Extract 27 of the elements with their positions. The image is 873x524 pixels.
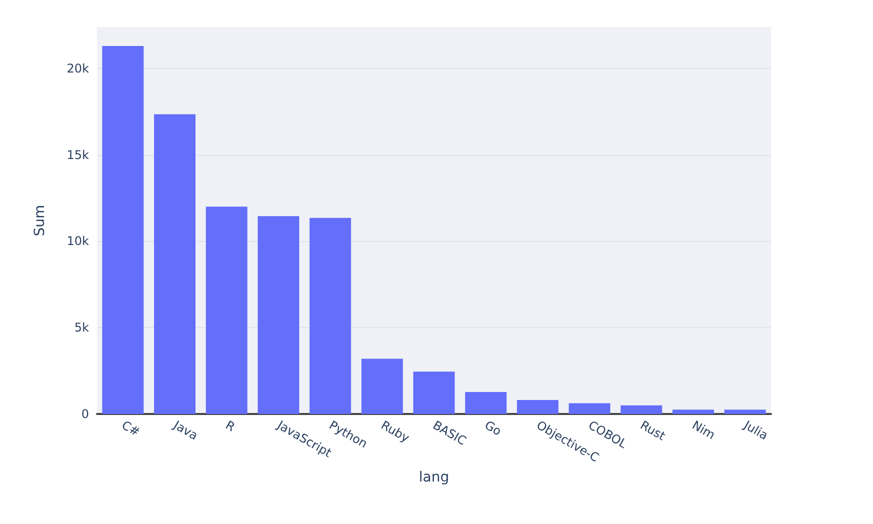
bar [206,206,248,414]
y-axis-title: Sum [32,204,48,236]
y-tick-label: 15k [66,148,90,162]
bar [568,403,610,414]
x-tick-label: Go [482,418,504,438]
bar [465,392,507,414]
x-tick-label: Julia [740,417,770,443]
bar [413,372,455,414]
y-tick-label: 5k [74,320,90,335]
bar [310,218,352,414]
bar [361,358,403,414]
bar [154,114,196,414]
y-tick-label: 20k [66,61,90,76]
y-tick-label: 10k [66,234,90,248]
bar [724,410,766,414]
x-tick-label: C# [119,418,142,440]
bar [102,46,144,414]
x-axis-title: lang [418,469,450,486]
bar [258,216,300,414]
x-tick-label: Nim [690,418,718,442]
x-tick-label: R [223,418,238,434]
bar [672,410,714,414]
x-tick-label: Rust [638,418,668,444]
y-tick-label: 0 [81,407,89,421]
x-tick-label: Java [170,417,200,443]
bar [516,400,558,414]
bar [620,405,662,414]
